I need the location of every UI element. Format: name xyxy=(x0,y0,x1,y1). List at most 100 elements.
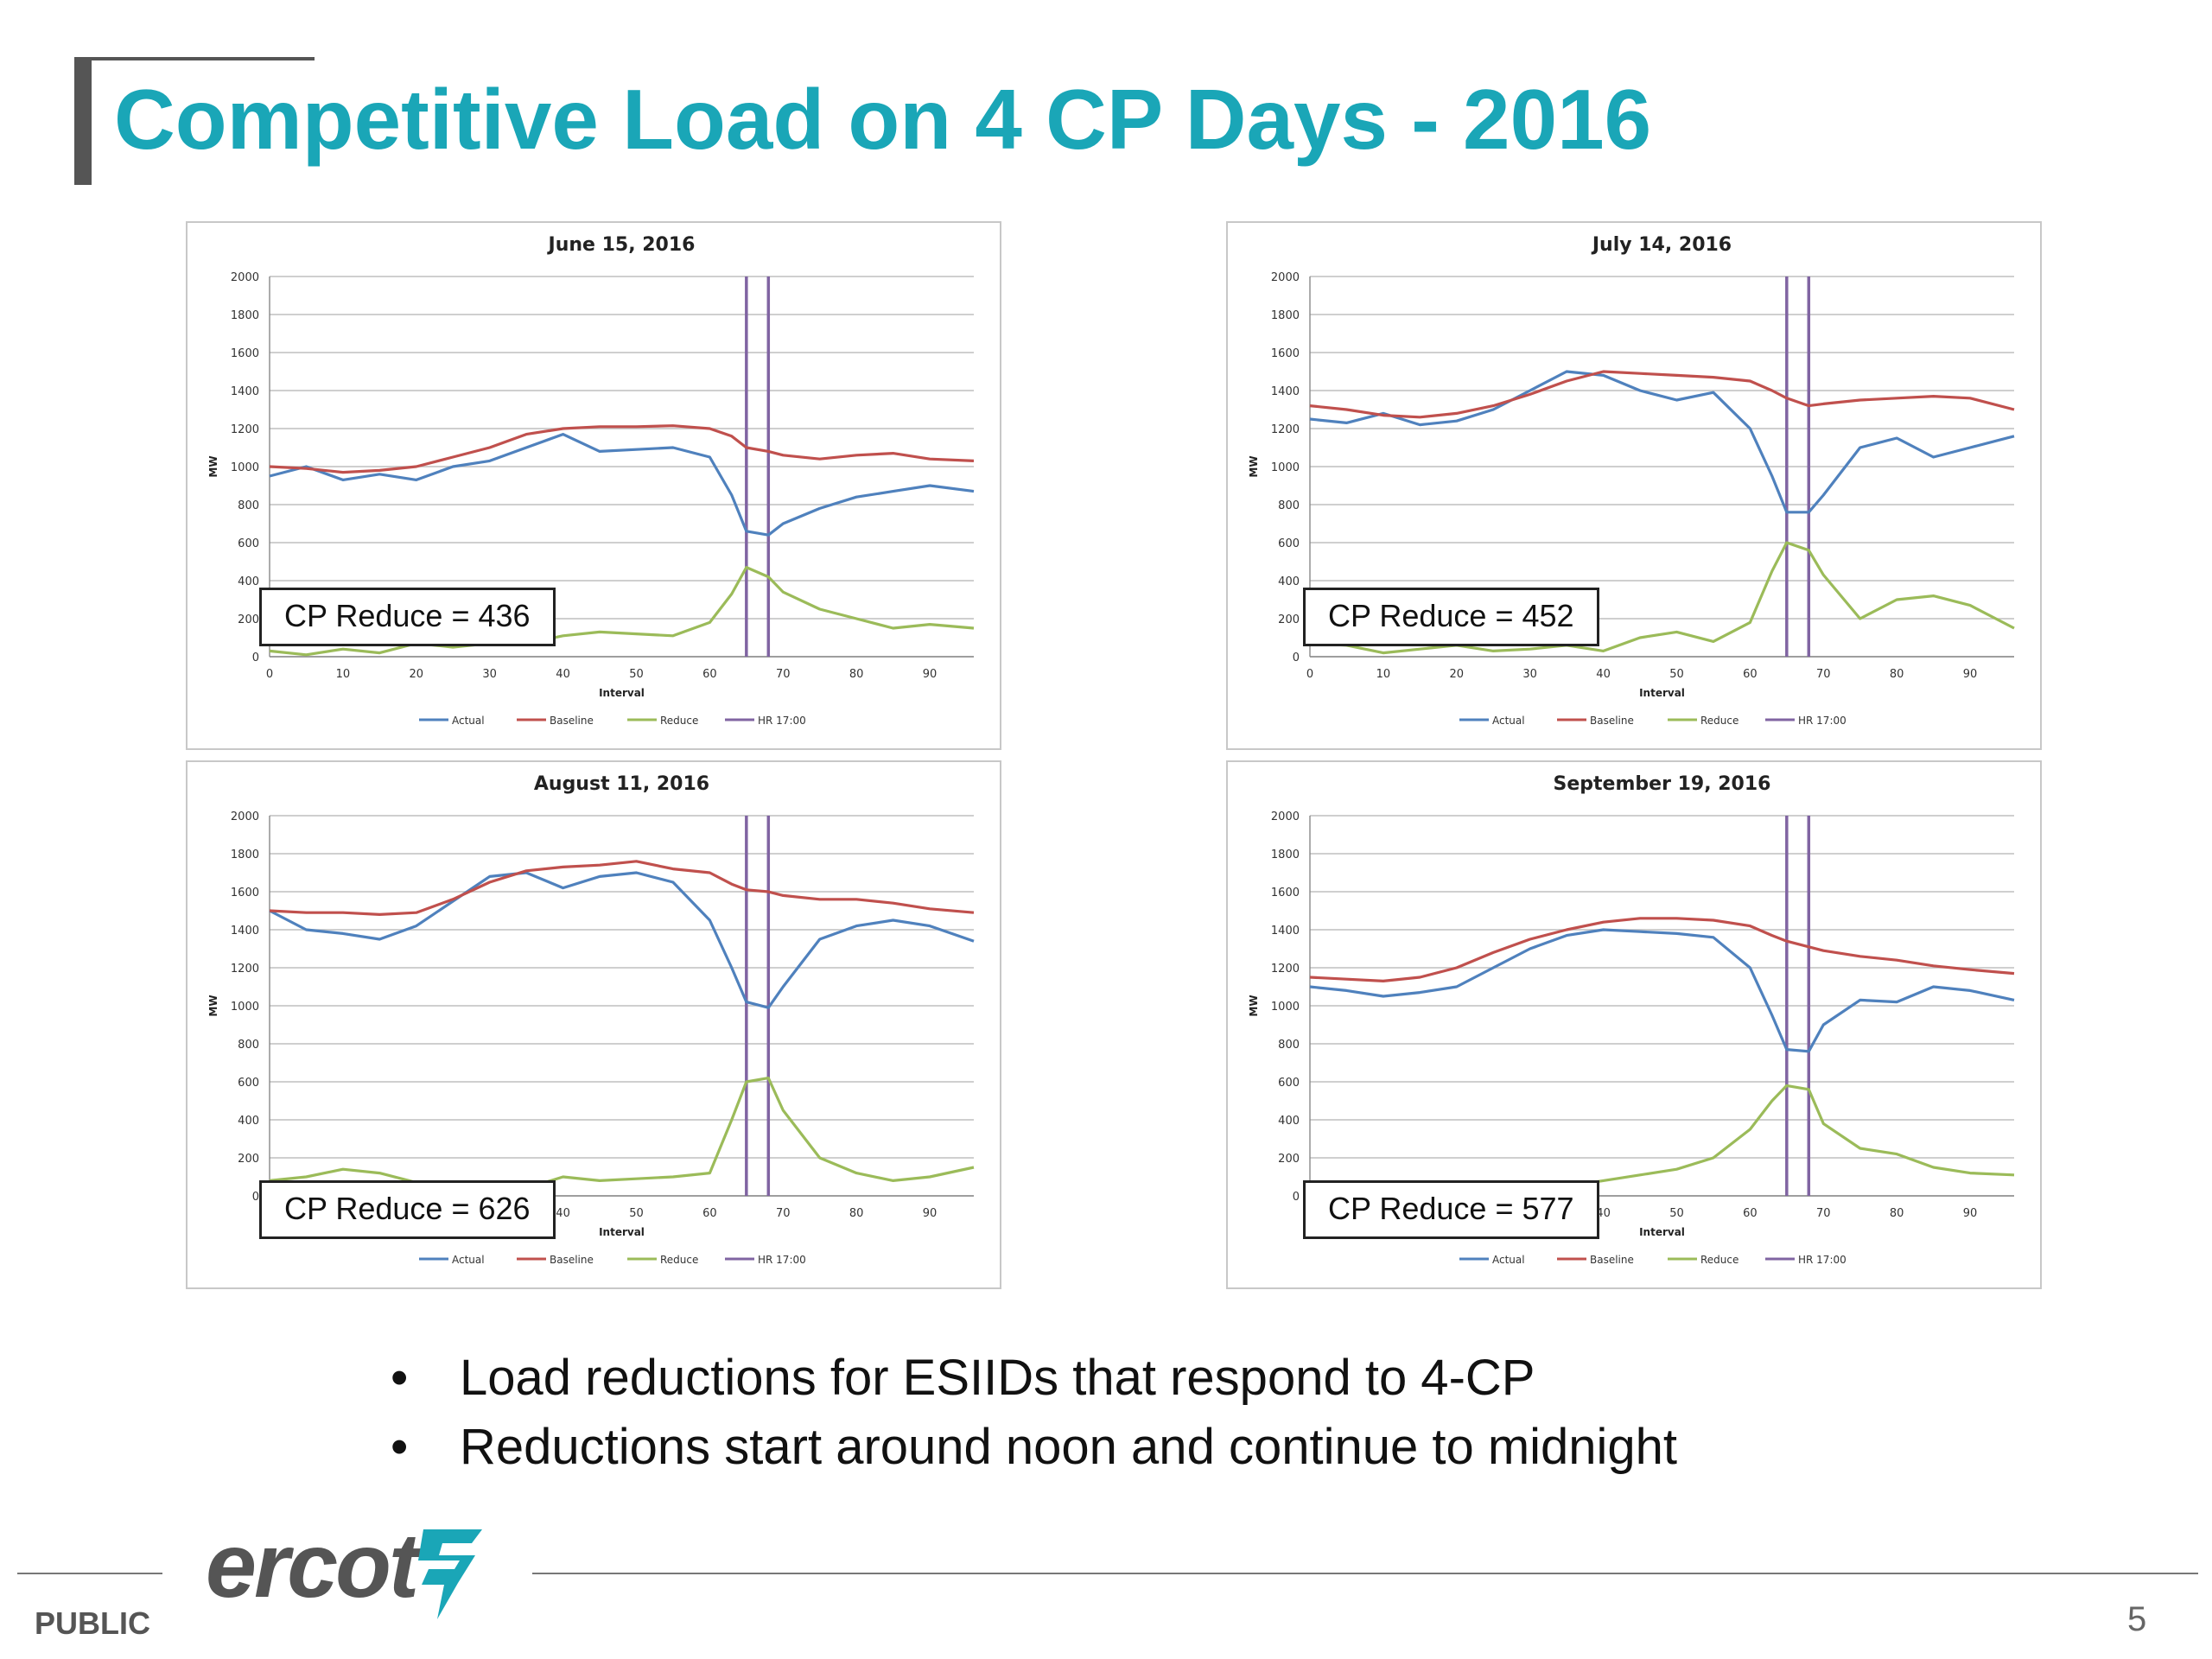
y-tick-label: 2000 xyxy=(231,810,259,823)
x-tick-label: 40 xyxy=(556,1207,570,1220)
legend-label: Reduce xyxy=(660,715,698,727)
y-tick-label: 1600 xyxy=(1271,347,1300,360)
y-tick-label: 1800 xyxy=(1271,309,1300,322)
series-baseline-line xyxy=(269,860,975,916)
y-tick-label: 200 xyxy=(238,1153,259,1166)
bullet-text: Load reductions for ESIIDs that respond … xyxy=(460,1350,1535,1406)
chart-title: September 19, 2016 xyxy=(1554,773,1771,795)
y-tick-label: 200 xyxy=(238,613,259,626)
x-tick-label: 20 xyxy=(1450,668,1465,681)
y-tick-label: 400 xyxy=(238,1115,259,1128)
y-tick-label: 1600 xyxy=(1271,887,1300,899)
y-tick-label: 1200 xyxy=(231,963,259,976)
x-tick-label: 10 xyxy=(1376,668,1391,681)
chart-svg: July 14, 2016020040060080010001200140016… xyxy=(1248,234,2015,727)
y-tick-label: 2000 xyxy=(231,271,259,284)
y-axis-label: MW xyxy=(1248,455,1260,477)
chart-svg: September 19, 2016 0 200 400 600 800 1000 1200 1… xyxy=(1248,773,2015,1266)
legend-label: Reduce xyxy=(660,1254,698,1266)
x-tick-label: 10 xyxy=(336,668,351,681)
x-tick-label: 60 xyxy=(1743,1207,1758,1220)
y-tick-label: 0 xyxy=(252,1191,259,1204)
x-tick-label: 80 xyxy=(1890,668,1904,681)
x-tick-label: 0 xyxy=(266,668,273,681)
series-baseline-line xyxy=(1309,917,2015,982)
footer-divider-left xyxy=(17,1573,162,1574)
title-accent-bar xyxy=(74,57,92,185)
y-tick-label: 800 xyxy=(238,499,259,512)
y-tick-label: 800 xyxy=(238,1039,259,1052)
x-tick-label: 90 xyxy=(923,668,938,681)
legend-label: Actual xyxy=(452,1254,485,1266)
y-tick-label: 200 xyxy=(1278,613,1300,626)
y-tick-label: 800 xyxy=(1278,499,1300,512)
y-tick-label: 400 xyxy=(238,575,259,588)
x-axis-label: Interval xyxy=(1639,1226,1685,1238)
bullet-item: • Reductions start around noon and contin… xyxy=(391,1419,1678,1475)
x-tick-label: 80 xyxy=(1890,1207,1904,1220)
chart-june-15: June 15, 2016 0 200 400 600 800 1000 1200 1400 16… xyxy=(186,221,1001,750)
x-tick-label: 30 xyxy=(1522,668,1537,681)
series-reduce-line xyxy=(269,1077,975,1190)
y-tick-label: 1200 xyxy=(231,423,259,436)
y-axis-label: MW xyxy=(207,455,219,477)
x-tick-label: 80 xyxy=(849,668,864,681)
cp-reduce-callout-june: CP Reduce = 436 xyxy=(259,588,556,646)
y-tick-label: 400 xyxy=(1278,1115,1300,1128)
y-tick-label: 0 xyxy=(1293,652,1300,664)
series-actual-line xyxy=(269,871,975,1009)
y-tick-label: 1400 xyxy=(231,925,259,938)
y-tick-label: 1000 xyxy=(1271,1001,1300,1014)
bullet-text: Reductions start around noon and continu… xyxy=(460,1419,1678,1475)
x-tick-label: 70 xyxy=(776,668,791,681)
x-tick-label: 20 xyxy=(410,668,424,681)
ercot-logo-icon xyxy=(418,1529,482,1619)
page-title: Competitive Load on 4 CP Days - 2016 xyxy=(114,72,1652,167)
legend-label: Baseline xyxy=(1590,1254,1634,1266)
cp-reduce-callout-july: CP Reduce = 452 xyxy=(1303,588,1599,646)
chart-title: June 15, 2016 xyxy=(547,234,696,256)
y-tick-label: 200 xyxy=(1278,1153,1300,1166)
series-reduce-line xyxy=(1309,1084,2015,1190)
y-tick-label: 1800 xyxy=(231,849,259,861)
legend-label: Reduce xyxy=(1700,715,1738,727)
y-tick-label: 0 xyxy=(252,652,259,664)
y-tick-label: 1000 xyxy=(1271,461,1300,474)
x-tick-label: 90 xyxy=(1963,668,1978,681)
x-axis-label: Interval xyxy=(599,687,645,699)
x-tick-label: 70 xyxy=(1816,668,1831,681)
y-tick-label: 2000 xyxy=(1271,810,1300,823)
y-axis-label: MW xyxy=(1248,995,1260,1016)
legend-label: Actual xyxy=(452,715,485,727)
legend-label: Reduce xyxy=(1700,1254,1738,1266)
x-axis-label: Interval xyxy=(1639,687,1685,699)
legend-label: Baseline xyxy=(1590,715,1634,727)
bullet-item: • Load reductions for ESIIDs that respond… xyxy=(391,1350,1535,1406)
y-tick-label: 1000 xyxy=(231,1001,259,1014)
y-tick-label: 1200 xyxy=(1271,423,1300,436)
page-number: 5 xyxy=(2127,1600,2147,1638)
x-tick-label: 40 xyxy=(1596,1207,1611,1220)
x-tick-label: 80 xyxy=(849,1207,864,1220)
y-tick-label: 600 xyxy=(238,537,259,550)
x-tick-label: 30 xyxy=(482,668,497,681)
y-tick-label: 1400 xyxy=(1271,385,1300,398)
series-actual-line xyxy=(1309,928,2015,1053)
cp-reduce-callout-september: CP Reduce = 577 xyxy=(1303,1180,1599,1239)
series-actual-line xyxy=(269,433,975,537)
series-actual-line xyxy=(1309,370,2015,514)
x-tick-label: 60 xyxy=(702,1207,717,1220)
cp-reduce-callout-august: CP Reduce = 626 xyxy=(259,1180,556,1239)
x-tick-label: 60 xyxy=(1743,668,1758,681)
x-tick-label: 50 xyxy=(629,1207,644,1220)
x-tick-label: 90 xyxy=(923,1207,938,1220)
ercot-logo-text: ercot xyxy=(206,1515,419,1617)
y-tick-label: 400 xyxy=(1278,575,1300,588)
chart-svg: August 11, 2016 0 200 400 600 800 1000 1200 1400… xyxy=(207,773,975,1266)
x-tick-label: 90 xyxy=(1963,1207,1978,1220)
legend-label: Baseline xyxy=(550,715,594,727)
chart-title: August 11, 2016 xyxy=(534,773,709,795)
x-tick-label: 50 xyxy=(1669,1207,1684,1220)
title-accent-line xyxy=(74,57,315,60)
bullet-list: • Load reductions for ESIIDs that respond… xyxy=(391,1344,1677,1482)
